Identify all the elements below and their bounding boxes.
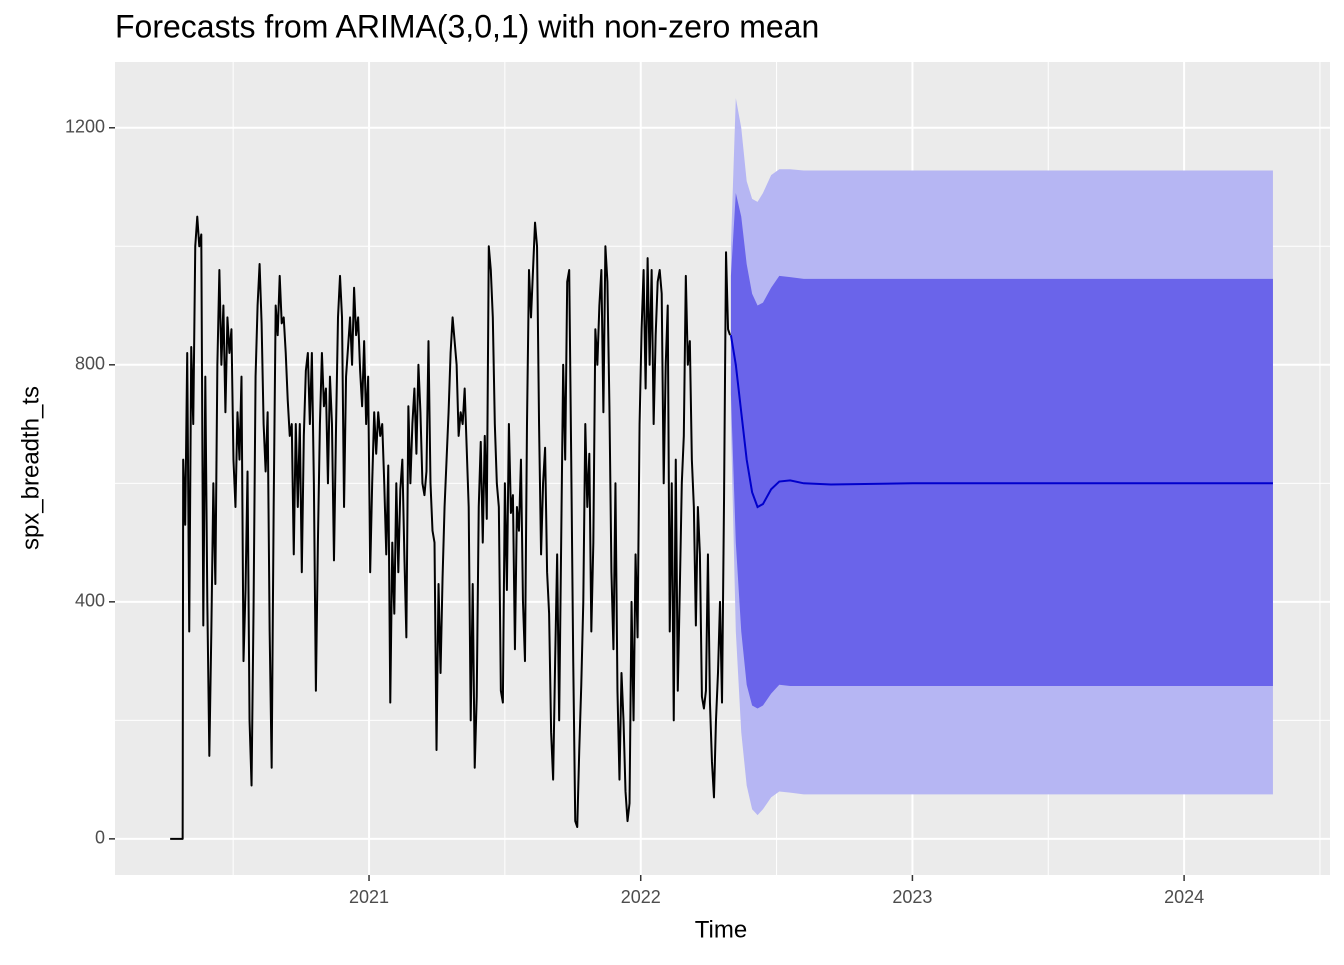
chart-title: Forecasts from ARIMA(3,0,1) with non-zer… <box>115 8 819 44</box>
y-tick-label: 1200 <box>65 117 105 137</box>
y-tick-label: 400 <box>75 591 105 611</box>
series-line <box>170 215 731 840</box>
x-tick-label: 2024 <box>1164 887 1204 907</box>
y-tick-label: 800 <box>75 354 105 374</box>
x-tick-label: 2021 <box>349 887 389 907</box>
x-axis-label: Time <box>695 916 747 943</box>
x-tick-label: 2023 <box>892 887 932 907</box>
x-tick-label: 2022 <box>621 887 661 907</box>
y-axis-label: spx_breadth_ts <box>17 386 44 550</box>
y-tick-label: 0 <box>95 828 105 848</box>
forecast-mean <box>729 335 1273 509</box>
interval-80 <box>730 192 1273 709</box>
